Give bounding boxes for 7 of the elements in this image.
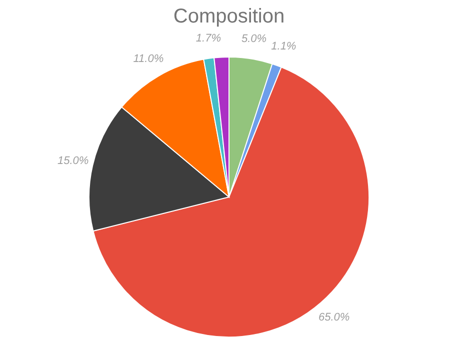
data-label: 5.0% [241, 32, 267, 45]
data-label: 1.7% [196, 32, 222, 44]
data-label: 1.1% [271, 40, 296, 53]
data-label: 11.0% [133, 52, 164, 65]
data-label: 65.0% [318, 312, 350, 324]
chart-title: Composition [173, 5, 285, 28]
data-label: 15.0% [57, 155, 89, 168]
